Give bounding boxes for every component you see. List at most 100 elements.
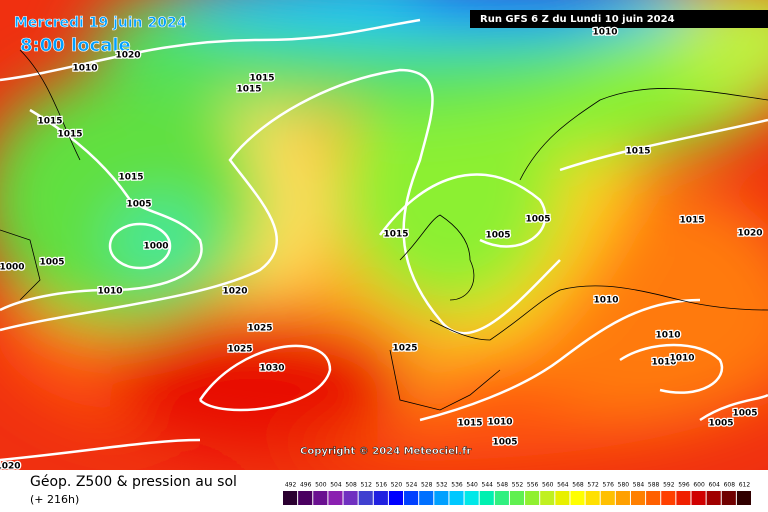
legend-swatch xyxy=(404,491,419,505)
legend-swatch xyxy=(615,491,630,505)
legend-label: 600 xyxy=(693,482,705,489)
isobar-label: 1015 xyxy=(249,74,274,84)
isobar-label: 1015 xyxy=(37,117,62,127)
legend-swatch xyxy=(721,491,736,505)
legend-swatch xyxy=(328,491,343,505)
legend-label: 520 xyxy=(391,482,403,489)
legend-label: 528 xyxy=(421,482,433,489)
isobar-label: 1005 xyxy=(708,419,733,429)
isobar-label: 1015 xyxy=(118,173,143,183)
legend-label: 540 xyxy=(466,482,478,489)
legend-label: 592 xyxy=(663,482,675,489)
legend-swatch xyxy=(676,491,691,505)
coastlines xyxy=(0,49,768,411)
legend-label: 524 xyxy=(406,482,418,489)
legend-label: 496 xyxy=(300,482,312,489)
isobar-label: 1020 xyxy=(115,51,140,61)
legend-label: 556 xyxy=(527,482,539,489)
isobar-label: 1020 xyxy=(0,462,21,472)
isobar-label: 1010 xyxy=(487,418,512,428)
legend-label: 508 xyxy=(345,482,357,489)
legend-label: 560 xyxy=(542,482,554,489)
isobar-label: 1025 xyxy=(247,324,272,334)
legend-label: 588 xyxy=(648,482,660,489)
legend-swatch xyxy=(570,491,585,505)
isobar-label: 1005 xyxy=(732,409,757,419)
isobar-label: 1010 xyxy=(97,287,122,297)
legend-swatch xyxy=(555,491,570,505)
legend-swatch xyxy=(600,491,615,505)
isobars xyxy=(0,18,768,462)
legend-swatch xyxy=(373,491,388,505)
legend-label: 612 xyxy=(739,482,751,489)
legend-label: 552 xyxy=(512,482,524,489)
legend-label: 608 xyxy=(724,482,736,489)
legend-swatch xyxy=(540,491,555,505)
legend-swatch xyxy=(313,491,328,505)
isobar-label: 1025 xyxy=(392,344,417,354)
isobar-label: 1010 xyxy=(669,354,694,364)
legend-swatch xyxy=(494,491,509,505)
isobar-label: 1010 xyxy=(593,296,618,306)
legend-swatch xyxy=(298,491,313,505)
isobar-label: 1015 xyxy=(679,216,704,226)
isobar-label: 1020 xyxy=(737,229,762,239)
legend-swatch xyxy=(736,491,751,505)
isobar-label: 1015 xyxy=(236,85,261,95)
isobar-label: 1020 xyxy=(222,287,247,297)
isobar-label: 1015 xyxy=(457,419,482,429)
isobar-label: 1000 xyxy=(143,242,168,252)
isobar-label: 1010 xyxy=(655,331,680,341)
legend-label: 604 xyxy=(708,482,720,489)
isobar-label: 1000 xyxy=(0,263,25,273)
legend-swatch xyxy=(464,491,479,505)
isobar-labels: 1010102010101015101510151015101510051000… xyxy=(0,26,764,473)
copyright: Copyright © 2024 Meteociel.fr xyxy=(300,446,471,457)
legend-label: 548 xyxy=(497,482,509,489)
legend-swatch xyxy=(434,491,449,505)
isobar-label: 1025 xyxy=(227,345,252,355)
isobar-label: 1010 xyxy=(72,64,97,74)
legend-label: 596 xyxy=(678,482,690,489)
legend-label: 532 xyxy=(436,482,448,489)
legend-swatch xyxy=(479,491,494,505)
isobar-label: 1005 xyxy=(525,215,550,225)
isobar-label: 1010 xyxy=(651,358,676,368)
legend-swatch xyxy=(630,491,646,505)
legend-swatch xyxy=(525,491,540,505)
legend-label: 564 xyxy=(557,482,569,489)
isobar-label: 1015 xyxy=(57,130,82,140)
time-label: 8:00 locale xyxy=(20,35,131,56)
legend-label: 576 xyxy=(603,482,615,489)
run-banner xyxy=(470,10,768,28)
legend-swatch xyxy=(691,491,706,505)
isobar-label: 1015 xyxy=(625,147,650,157)
legend-label: 512 xyxy=(360,482,372,489)
legend-swatch xyxy=(358,491,373,505)
footer-lead: (+ 216h) xyxy=(30,493,79,506)
legend-swatch xyxy=(706,491,721,505)
legend-label: 536 xyxy=(451,482,463,489)
legend-swatch xyxy=(509,491,525,505)
legend-label: 568 xyxy=(572,482,584,489)
run-label: Run GFS 6 Z du Lundi 10 juin 2024 xyxy=(480,14,675,25)
legend: 492 496 500 504 508 512 516 520 524 528 532 536 540 5… xyxy=(283,482,751,505)
legend-swatch xyxy=(449,491,464,505)
legend-label: 492 xyxy=(285,482,297,489)
legend-swatch xyxy=(661,491,676,505)
legend-swatch xyxy=(343,491,358,505)
date-label: Mercredi 19 juin 2024 xyxy=(14,15,187,31)
legend-swatch xyxy=(646,491,661,505)
legend-label: 500 xyxy=(315,482,327,489)
isobar-label: 1005 xyxy=(492,438,517,448)
legend-swatch xyxy=(419,491,434,505)
isobar-label: 1010 xyxy=(592,28,617,38)
isobar-label: 1030 xyxy=(259,364,284,374)
legend-swatch xyxy=(388,491,404,505)
legend-label: 504 xyxy=(330,482,342,489)
isobar-label: 1005 xyxy=(39,258,64,268)
legend-label: 544 xyxy=(482,482,494,489)
legend-label: 584 xyxy=(633,482,645,489)
legend-label: 580 xyxy=(618,482,630,489)
